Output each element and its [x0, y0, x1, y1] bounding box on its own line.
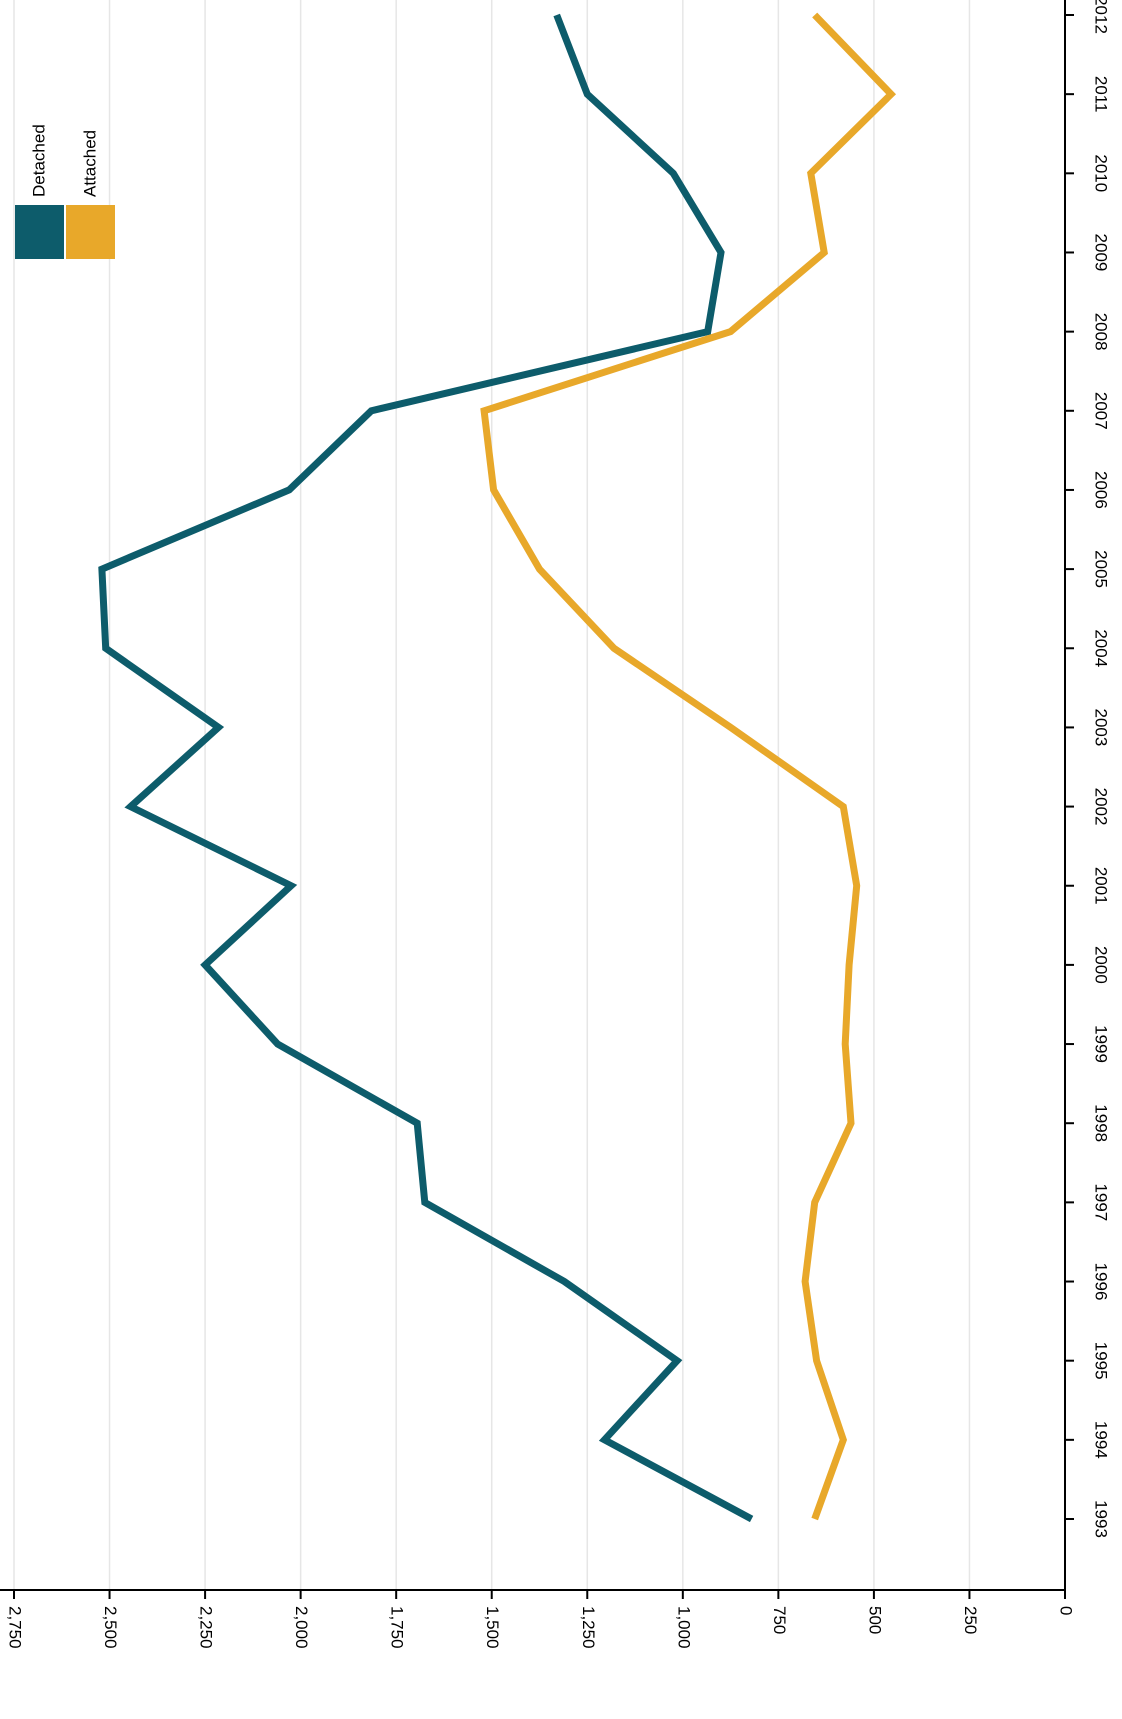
series-lines — [98, 12, 897, 1523]
category-tick-label: 2009 — [1092, 234, 1111, 272]
value-tick-label: 2,500 — [101, 1606, 120, 1649]
value-tick-label: 2,250 — [197, 1606, 216, 1649]
category-tick-label: 1998 — [1092, 1104, 1111, 1142]
series-line-detached — [98, 13, 754, 1523]
category-tick-label: 1994 — [1092, 1421, 1111, 1459]
category-tick-label: 1993 — [1092, 1500, 1111, 1538]
category-tick-label: 2005 — [1092, 550, 1111, 588]
legend: Detached Attached — [15, 124, 115, 259]
legend-swatch-detached — [15, 205, 64, 259]
gridlines — [13, 0, 971, 1590]
category-tick-label: 2003 — [1092, 709, 1111, 747]
value-tick-label: 1,750 — [388, 1606, 407, 1649]
category-tick-label: 2006 — [1092, 471, 1111, 509]
series-line-attached — [480, 12, 897, 1521]
legend-swatch-attached — [66, 205, 115, 259]
value-tick-label: 1,000 — [674, 1606, 693, 1649]
value-tick-label: 1,500 — [483, 1606, 502, 1649]
category-tick-label: 2004 — [1092, 629, 1111, 667]
value-tick-label: 500 — [865, 1606, 884, 1634]
category-tick-label: 1995 — [1092, 1342, 1111, 1380]
legend-label-detached: Detached — [29, 124, 48, 197]
category-tick-label: 2000 — [1092, 946, 1111, 984]
category-tick-label: 2007 — [1092, 392, 1111, 430]
axes: 0 250 500 750 1,000 1,250 1,500 1,750 2,000 2,250… — [0, 0, 1111, 1649]
value-tick-label: 1,250 — [579, 1606, 598, 1649]
value-tick-label: 2,000 — [292, 1606, 311, 1649]
category-tick-label: 2002 — [1092, 788, 1111, 826]
value-tick-label: 2,750 — [6, 1606, 25, 1649]
value-tick-label: 750 — [770, 1606, 789, 1634]
category-tick-label: 1997 — [1092, 1183, 1111, 1221]
category-tick-label: 2008 — [1092, 313, 1111, 351]
category-tick-label: 2001 — [1092, 867, 1111, 905]
category-tick-label: 1996 — [1092, 1263, 1111, 1301]
category-tick-label: 2011 — [1092, 76, 1111, 113]
category-tick-label: 2012 — [1092, 0, 1111, 34]
value-tick-label: 0 — [1057, 1606, 1076, 1615]
value-tick-label: 250 — [961, 1606, 980, 1634]
legend-label-attached: Attached — [80, 130, 99, 197]
category-tick-label: 1999 — [1092, 1025, 1111, 1063]
category-tick-label: 2010 — [1092, 154, 1111, 192]
